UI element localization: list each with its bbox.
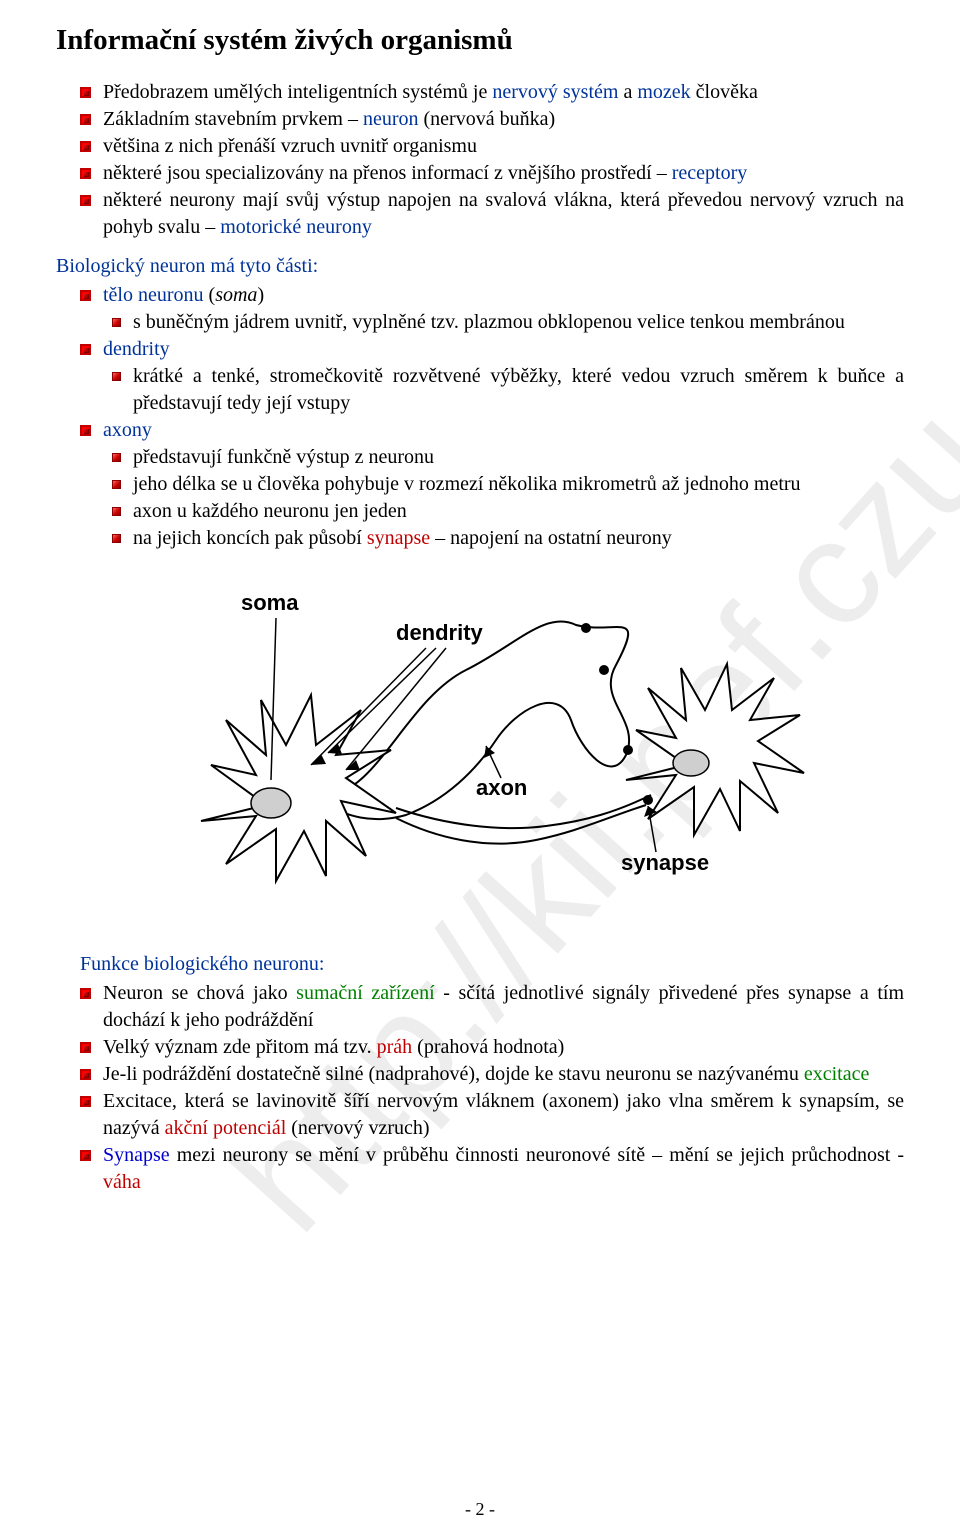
bullet-item: axon u každého neuronu jen jeden xyxy=(56,498,904,525)
bullet-square-icon xyxy=(80,344,91,355)
bullet-square-icon xyxy=(80,141,91,152)
bullet-item: Excitace, která se lavinovitě šíří nervo… xyxy=(56,1088,904,1142)
bullet-item: Základním stavebním prvkem – neuron (ner… xyxy=(56,106,904,133)
bullet-item: představují funkčně výstup z neuronu xyxy=(56,444,904,471)
bullet-text: krátké a tenké, stromečkovitě rozvětvené… xyxy=(133,363,904,417)
bullet-item: dendrity xyxy=(56,336,904,363)
parts-bullets: tělo neuronu (soma)s buněčným jádrem uvn… xyxy=(56,282,904,552)
bullet-square-icon xyxy=(80,114,91,125)
bullet-item: jeho délka se u člověka pohybuje v rozme… xyxy=(56,471,904,498)
bullet-square-icon xyxy=(80,195,91,206)
page-title: Informační systém živých organismů xyxy=(56,24,904,57)
bullet-square-icon xyxy=(112,534,121,543)
bullet-square-icon xyxy=(80,168,91,179)
diagram-label-axon: axon xyxy=(476,775,527,800)
diagram-label-soma: soma xyxy=(241,590,299,615)
bullet-square-icon xyxy=(112,372,121,381)
bullet-square-icon xyxy=(112,507,121,516)
diagram-label-synapse: synapse xyxy=(621,850,709,875)
bullet-text: představují funkčně výstup z neuronu xyxy=(133,444,904,471)
bullet-item: axony xyxy=(56,417,904,444)
bullet-square-icon xyxy=(112,453,121,462)
bullet-square-icon xyxy=(80,87,91,98)
bullet-square-icon xyxy=(80,1069,91,1080)
bullet-text: Neuron se chová jako sumační zařízení - … xyxy=(103,980,904,1034)
bullet-square-icon xyxy=(112,480,121,489)
bullet-item: s buněčným jádrem uvnitř, vyplněné tzv. … xyxy=(56,309,904,336)
bullet-item: některé jsou specializovány na přenos in… xyxy=(56,160,904,187)
bullet-square-icon xyxy=(80,1150,91,1161)
bullet-text: některé neurony mají svůj výstup napojen… xyxy=(103,187,904,241)
bullet-square-icon xyxy=(80,1042,91,1053)
bullet-item: většina z nich přenáší vzruch uvnitř org… xyxy=(56,133,904,160)
bullet-item: některé neurony mají svůj výstup napojen… xyxy=(56,187,904,241)
func-heading: Funkce biologického neuronu: xyxy=(80,953,904,976)
bullet-square-icon xyxy=(80,1096,91,1107)
bullet-text: tělo neuronu (soma) xyxy=(103,282,904,309)
bullet-item: Neuron se chová jako sumační zařízení - … xyxy=(56,980,904,1034)
bullet-square-icon xyxy=(80,290,91,301)
bullet-text: Předobrazem umělých inteligentních systé… xyxy=(103,79,904,106)
bullet-square-icon xyxy=(80,988,91,999)
func-bullets: Neuron se chová jako sumační zařízení - … xyxy=(56,980,904,1196)
bullet-text: Je-li podráždění dostatečně silné (nadpr… xyxy=(103,1061,904,1088)
bullet-square-icon xyxy=(80,425,91,436)
bullet-item: krátké a tenké, stromečkovitě rozvětvené… xyxy=(56,363,904,417)
bullet-item: na jejich koncích pak působí synapse – n… xyxy=(56,525,904,552)
bullet-text: na jejich koncích pak působí synapse – n… xyxy=(133,525,904,552)
parts-heading: Biologický neuron má tyto části: xyxy=(56,255,904,278)
bullet-text: Synapse mezi neurony se mění v průběhu č… xyxy=(103,1142,904,1196)
bullet-text: některé jsou specializovány na přenos in… xyxy=(103,160,904,187)
bullet-text: jeho délka se u člověka pohybuje v rozme… xyxy=(133,471,904,498)
bullet-item: Velký význam zde přitom má tzv. práh (pr… xyxy=(56,1034,904,1061)
intro-bullets: Předobrazem umělých inteligentních systé… xyxy=(56,79,904,241)
diagram-label-dendrity: dendrity xyxy=(396,620,484,645)
bullet-text: s buněčným jádrem uvnitř, vyplněné tzv. … xyxy=(133,309,904,336)
bullet-text: axony xyxy=(103,417,904,444)
bullet-text: Základním stavebním prvkem – neuron (ner… xyxy=(103,106,904,133)
bullet-text: většina z nich přenáší vzruch uvnitř org… xyxy=(103,133,904,160)
bullet-square-icon xyxy=(112,318,121,327)
bullet-text: dendrity xyxy=(103,336,904,363)
bullet-text: Velký význam zde přitom má tzv. práh (pr… xyxy=(103,1034,904,1061)
bullet-item: Synapse mezi neurony se mění v průběhu č… xyxy=(56,1142,904,1196)
bullet-item: tělo neuronu (soma) xyxy=(56,282,904,309)
bullet-text: axon u každého neuronu jen jeden xyxy=(133,498,904,525)
bullet-item: Je-li podráždění dostatečně silné (nadpr… xyxy=(56,1061,904,1088)
neuron-diagram: soma dendrity axon synapse xyxy=(146,570,826,935)
bullet-text: Excitace, která se lavinovitě šíří nervo… xyxy=(103,1088,904,1142)
page-number: - 2 - xyxy=(0,1499,960,1520)
bullet-item: Předobrazem umělých inteligentních systé… xyxy=(56,79,904,106)
